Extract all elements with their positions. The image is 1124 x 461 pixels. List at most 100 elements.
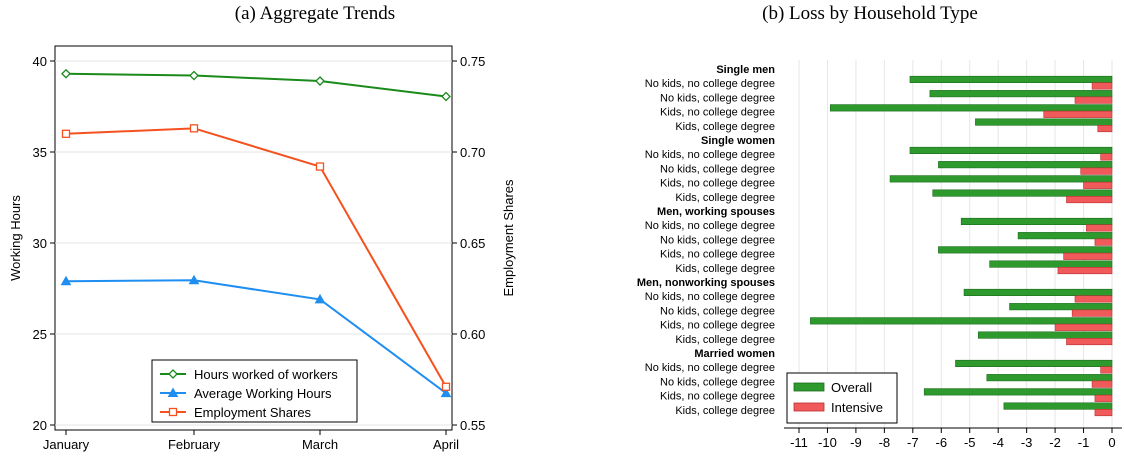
chart-b-xtick-label: -2 (1049, 435, 1061, 450)
chart-b-bar-overall (1009, 303, 1113, 311)
chart-a-marker (441, 382, 451, 391)
chart-b-bar-overall (889, 175, 1113, 183)
chart-b-bar-intensive (1094, 408, 1113, 417)
chart-b-row-label: Kids, college degree (675, 263, 775, 275)
chart-b-bar-intensive (1071, 309, 1113, 317)
chart-b-bar-intensive (1091, 380, 1113, 388)
chart-a-marker (440, 387, 452, 398)
chart-b-bar-intensive (1080, 167, 1113, 175)
chart-a-marker (189, 124, 199, 133)
chart-a-xtick-label: February (168, 437, 221, 452)
chart-b-bar-overall (975, 118, 1113, 126)
chart-b-group-label: Married women (694, 348, 775, 360)
chart-b-row-label: Kids, no college degree (660, 249, 775, 261)
chart-a-title: (a) Aggregate Trends (234, 3, 396, 24)
chart-a-marker (315, 76, 325, 86)
chart-b-bar-overall (932, 189, 1113, 197)
chart-b-group-label: Men, nonworking spouses (637, 277, 775, 289)
chart-b-bar-overall (986, 374, 1113, 382)
chart-a-marker (168, 407, 178, 417)
chart-b-xtick-label: -4 (992, 435, 1004, 450)
chart-b-row-label: Kids, college degree (675, 192, 775, 204)
chart-a-series-line (65, 72, 447, 98)
chart-b-bar-intensive (1074, 96, 1113, 104)
chart-a: 20 25 30 35 40 0.55 0.60 0.65 0.70 0.75 January Feb… (8, 45, 516, 452)
chart-a-series-line (65, 127, 447, 388)
chart-b-xtick-label: -11 (790, 435, 808, 450)
chart-b-xtick-label: -8 (879, 435, 891, 450)
chart-a-marker (60, 275, 72, 286)
chart-b-bar-intensive (1086, 224, 1113, 232)
chart-b-bar-intensive (1074, 295, 1113, 303)
chart-b-group-label: Single women (701, 135, 775, 147)
chart-a-ytick-label: 25 (33, 327, 47, 342)
chart-a-legend-box (151, 359, 358, 423)
chart-a-y2tick-label: 0.65 (460, 236, 485, 251)
chart-b-bar-intensive (1097, 125, 1113, 133)
chart-b-bar-intensive (1057, 266, 1113, 275)
chart-b-xtick-label: -6 (935, 435, 947, 450)
chart-b-bar-intensive (1091, 82, 1113, 90)
chart-b-xtick-label: -5 (964, 435, 976, 450)
chart-b-bar-overall (810, 317, 1113, 325)
chart-b-legend-label: Overall (831, 380, 872, 395)
chart-b-group-label: Single men (716, 64, 775, 76)
chart-b-bar-overall (963, 288, 1113, 297)
chart-b-bar-overall (977, 331, 1113, 339)
chart-b-bar-overall (938, 246, 1113, 254)
chart-b-bar-overall (909, 146, 1113, 154)
chart-b-bar-intensive (1063, 252, 1113, 260)
chart-a-ytick-label: 35 (33, 145, 47, 160)
chart-a-legend-label: Hours worked of workers (194, 367, 338, 382)
chart-b-xtick-label: -10 (818, 435, 837, 450)
chart-b-row-label: No kids, college degree (660, 376, 775, 388)
chart-a-ytick-label: 30 (33, 236, 47, 251)
chart-b-row-label: No kids, no college degree (645, 220, 775, 232)
chart-a-y2label: Employment Shares (501, 179, 516, 297)
chart-b-row-label: No kids, no college degree (645, 149, 775, 161)
chart-b-bar-intensive (1054, 323, 1113, 331)
chart-b-bar-intensive (1066, 196, 1113, 204)
chart-b-row-label: Kids, college degree (675, 405, 775, 417)
chart-b-row-label: Kids, college degree (675, 121, 775, 133)
chart-b-legend-box (786, 372, 898, 424)
chart-b-bar-intensive (1094, 394, 1113, 402)
chart-b-legend-label: Intensive (831, 400, 883, 415)
chart-a-marker (61, 68, 71, 79)
chart-b-row-label: Kids, no college degree (660, 391, 775, 403)
chart-a-legend-label: Average Working Hours (194, 386, 332, 401)
chart-a-xtick-label: January (43, 437, 90, 452)
chart-a-marker (314, 293, 326, 304)
chart-b-bar-overall (923, 388, 1113, 396)
chart-b-row-label: Kids, college degree (675, 334, 775, 346)
chart-b-row-label: No kids, no college degree (645, 291, 775, 303)
chart-b-row-label: Kids, no college degree (660, 178, 775, 190)
chart-b-xtick-label: -9 (850, 435, 862, 450)
chart-b-legend-swatch (793, 402, 825, 412)
chart-a-y2tick-label: 0.70 (460, 145, 485, 160)
chart-b-row-label: No kids, college degree (660, 234, 775, 246)
chart-b-legend-swatch (793, 382, 825, 392)
chart-a-y2tick-label: 0.55 (460, 418, 485, 433)
chart-a-y2tick-label: 0.60 (460, 327, 485, 342)
chart-b-xtick-label: -7 (907, 435, 919, 450)
chart-b-xtick-label: -1 (1078, 435, 1090, 450)
chart-b-bar-overall (1017, 232, 1113, 240)
chart-b-title: (b) Loss by Household Type (762, 3, 978, 24)
chart-b-bar-overall (909, 75, 1113, 83)
chart-a-xtick-label: March (302, 437, 338, 452)
chart-a-marker (189, 70, 199, 81)
chart-b-bar-intensive (1083, 181, 1113, 189)
chart-b-bar-intensive (1066, 337, 1113, 346)
chart-a-marker (167, 387, 179, 397)
chart-a-series-line (65, 279, 447, 394)
chart-a-ytick-label: 20 (33, 418, 47, 433)
chart-b-row-label: Kids, no college degree (660, 107, 775, 119)
chart-b-bar-overall (955, 359, 1113, 368)
chart-a-ylabel: Working Hours (8, 195, 23, 281)
chart-a-ytick-label: 40 (33, 54, 47, 69)
chart-b-bar-intensive (1100, 153, 1113, 161)
chart-b-xtick-label: 0 (1108, 435, 1115, 450)
